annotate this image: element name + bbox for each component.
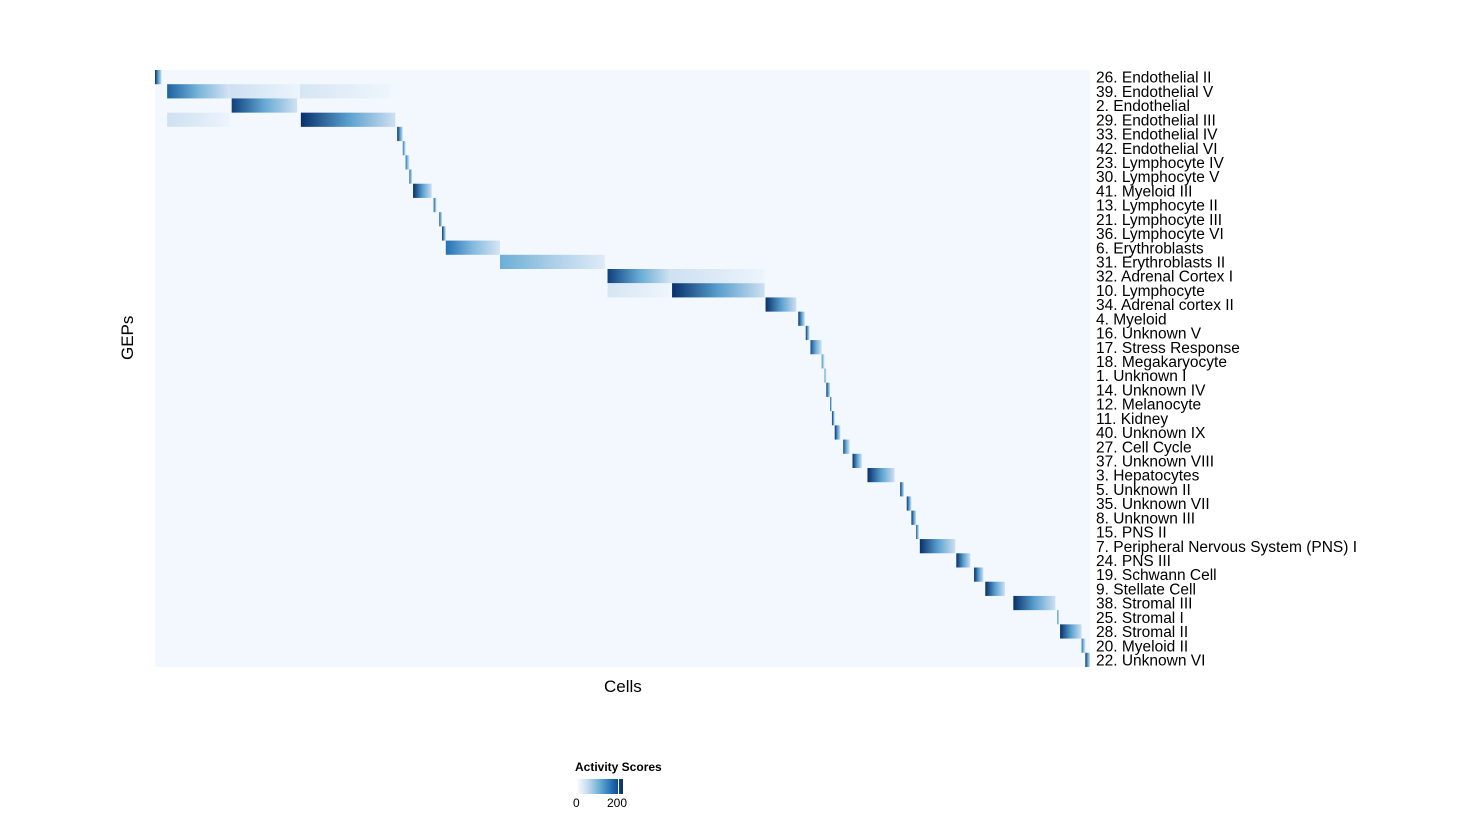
row-label: 19. Schwann Cell [1096, 567, 1217, 584]
row-label: 7. Peripheral Nervous System (PNS) I [1096, 539, 1357, 556]
row-label: 25. Stromal I [1096, 610, 1184, 627]
heatmap-block-row-6 [405, 155, 410, 170]
row-label: 13. Lymphocyte II [1096, 198, 1218, 215]
row-label: 35. Unknown VII [1096, 496, 1210, 513]
legend-label-min: 0 [573, 796, 580, 810]
x-axis-title: Cells [604, 677, 642, 696]
heatmap-block-row-3 [300, 112, 396, 127]
heatmap-block-row-17 [798, 311, 805, 326]
heatmap-block-row-26 [843, 439, 850, 454]
row-label: 39. Endothelial V [1096, 84, 1214, 101]
heatmap-block-row-18 [805, 325, 810, 341]
legend-title: Activity Scores [575, 760, 662, 774]
heatmap-block-row-38 [1057, 610, 1060, 625]
heatmap-block-row-0 [155, 70, 162, 85]
heatmap-block-row-15 [672, 283, 765, 298]
row-label: 40. Unknown IX [1096, 425, 1206, 442]
row-label: 22. Unknown VI [1096, 653, 1205, 670]
row-label: 3. Hepatocytes [1096, 468, 1200, 485]
row-label: 17. Stress Response [1096, 340, 1240, 357]
heatmap-block-row-14 [670, 269, 765, 284]
heatmap-block-row-4 [397, 126, 403, 142]
heatmap-block-row-15 [607, 283, 671, 298]
row-label: 37. Unknown VIII [1096, 454, 1214, 471]
row-label: 18. Megakaryocyte [1096, 354, 1227, 371]
heatmap-background [155, 70, 1090, 667]
row-label: 20. Myeloid II [1096, 638, 1188, 655]
row-label: 16. Unknown V [1096, 326, 1202, 343]
heatmap-block-row-32 [916, 524, 919, 540]
row-label: 12. Melanocyte [1096, 397, 1201, 414]
row-label: 8. Unknown III [1096, 510, 1195, 527]
row-label: 9. Stellate Cell [1096, 581, 1196, 598]
heatmap-block-row-27 [852, 453, 862, 468]
legend-tick-200 [618, 779, 619, 794]
legend-label-max: 200 [607, 796, 628, 810]
heatmap-block-row-36 [985, 581, 1005, 596]
heatmap-block-row-8 [413, 183, 432, 198]
row-label: 6. Erythroblasts [1096, 240, 1204, 257]
heatmap-block-row-41 [1085, 652, 1090, 667]
heatmap-block-row-16 [765, 297, 797, 312]
row-label: 24. PNS III [1096, 553, 1171, 570]
heatmap-block-row-23 [830, 396, 832, 412]
heatmap-block-row-25 [834, 425, 841, 440]
heatmap-block-row-12 [445, 240, 501, 255]
heatmap-block-row-24 [831, 411, 835, 426]
heatmap-block-row-33 [919, 539, 956, 554]
heatmap-block-row-20 [821, 354, 825, 369]
heatmap-block-row-11 [442, 226, 446, 241]
heatmap-block-row-34 [956, 553, 971, 568]
row-label: 14. Unknown IV [1096, 382, 1206, 399]
row-label: 42. Endothelial VI [1096, 141, 1218, 158]
row-label: 4. Myeloid [1096, 311, 1167, 328]
heatmap-block-row-3 [167, 112, 230, 127]
row-label: 26. Endothelial II [1096, 70, 1211, 87]
row-label: 2. Endothelial [1096, 98, 1190, 115]
heatmap-block-row-1 [229, 84, 300, 99]
heatmap-block-row-10 [439, 212, 443, 227]
row-label: 38. Stromal III [1096, 596, 1192, 613]
row-label: 21. Lymphocyte III [1096, 212, 1222, 229]
row-label: 10. Lymphocyte [1096, 283, 1205, 300]
y-axis-title: GEPs [118, 315, 137, 360]
heatmap-block-row-13 [500, 254, 605, 269]
row-label: 36. Lymphocyte VI [1096, 226, 1224, 243]
heatmap-block-row-35 [974, 567, 984, 582]
heatmap-block-row-21 [824, 368, 827, 383]
row-label: 1. Unknown I [1096, 368, 1186, 385]
row-label: 30. Lymphocyte V [1096, 169, 1220, 186]
row-label: 28. Stromal II [1096, 624, 1188, 641]
row-label: 5. Unknown II [1096, 482, 1191, 499]
heatmap-block-row-14 [607, 269, 671, 284]
row-label: 29. Endothelial III [1096, 112, 1216, 129]
heatmap-block-row-1 [299, 84, 391, 99]
heatmap-block-row-2 [231, 98, 298, 113]
row-label: 34. Adrenal cortex II [1096, 297, 1234, 314]
legend-tick-0 [576, 779, 577, 794]
heatmap-block-row-7 [409, 169, 413, 184]
row-label: 23. Lymphocyte IV [1096, 155, 1224, 172]
heatmap-block-row-9 [433, 197, 437, 213]
row-label: 33. Endothelial IV [1096, 127, 1218, 144]
heatmap-block-row-39 [1060, 624, 1082, 639]
heatmap-block-row-40 [1081, 638, 1086, 653]
heatmap-block-row-19 [810, 340, 822, 355]
row-label: 11. Kidney [1096, 411, 1168, 428]
heatmap-block-row-37 [1013, 595, 1056, 611]
row-label: 41. Myeloid III [1096, 183, 1193, 200]
legend-colorbar [576, 779, 623, 794]
row-label: 31. Erythroblasts II [1096, 255, 1225, 272]
heatmap-block-row-1 [167, 84, 230, 99]
heatmap-block-row-28 [867, 468, 895, 483]
row-label: 15. PNS II [1096, 525, 1167, 542]
heatmap-block-row-30 [906, 496, 912, 511]
heatmap-block-row-5 [402, 141, 406, 156]
heatmap-block-row-29 [900, 482, 904, 497]
row-label: 32. Adrenal Cortex I [1096, 269, 1233, 286]
row-label: 27. Cell Cycle [1096, 439, 1192, 456]
heatmap-block-row-22 [826, 382, 831, 397]
heatmap-block-row-31 [911, 510, 917, 525]
